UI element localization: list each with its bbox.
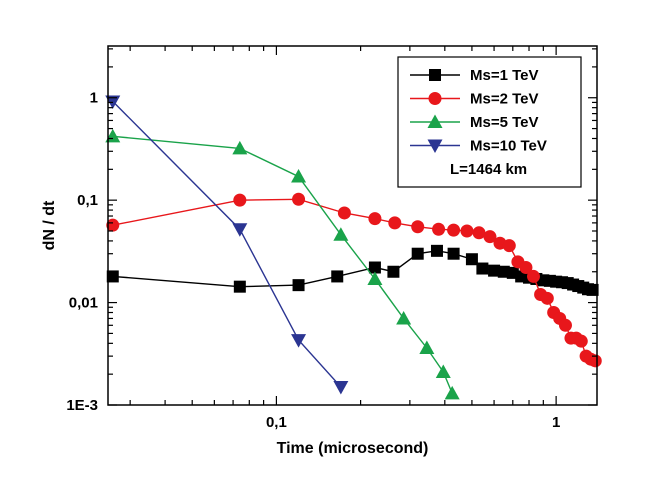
- series-2-point: [472, 226, 486, 240]
- y-tick-label: 0,01: [69, 295, 98, 312]
- series-1-point: [465, 253, 478, 266]
- legend-item-2: Ms=2 TeV: [410, 91, 539, 108]
- series-2-point: [337, 206, 351, 220]
- y-tick-label: 0,1: [77, 192, 98, 209]
- legend: Ms=1 TeV Ms=2 TeV Ms=5 TeV Ms=10 TeV L=1464 …: [397, 56, 582, 188]
- legend-label: Ms=10 TeV: [470, 138, 547, 155]
- series-4-point: [333, 380, 349, 395]
- series-2-point: [526, 269, 540, 283]
- series-1-point: [447, 247, 460, 260]
- y-tick-label: 1: [90, 90, 98, 107]
- x-tick-label: 0,1: [266, 414, 287, 431]
- series-4-line: [112, 100, 342, 388]
- series-3-point: [291, 169, 307, 183]
- series-2-point: [233, 193, 247, 207]
- series-3: [105, 128, 460, 400]
- legend-label: Ms=1 TeV: [470, 67, 539, 84]
- axes: 0,1 1 1E-3 0,01 0,1 1: [66, 46, 597, 431]
- y-axis-title: dN / dt: [41, 200, 58, 250]
- series-4-point: [291, 334, 307, 348]
- series-2-point: [447, 223, 461, 237]
- series-2: [106, 192, 602, 368]
- legend-swatch-marker: [427, 139, 443, 153]
- series-2-point: [483, 230, 497, 244]
- series-1-point: [292, 279, 305, 292]
- series-3-point: [444, 385, 460, 400]
- series-1-point: [106, 270, 119, 283]
- series-2-point: [502, 239, 516, 253]
- x-tick-label: 1: [552, 414, 560, 431]
- series-4: [105, 95, 349, 395]
- x-axis-title: Time (microsecond): [277, 440, 429, 457]
- legend-item-4: Ms=10 TeV: [410, 138, 547, 155]
- series-3-point: [367, 271, 383, 285]
- legend-swatch-marker: [429, 69, 441, 81]
- series-2-point: [106, 218, 120, 232]
- series-2-point: [368, 212, 382, 226]
- series-1-point: [233, 280, 246, 293]
- series-3-point: [333, 227, 349, 241]
- series-1-point: [368, 261, 381, 274]
- legend-label: Ms=5 TeV: [470, 114, 539, 131]
- legend-swatch-marker: [427, 114, 443, 128]
- legend-label: Ms=2 TeV: [470, 91, 539, 108]
- legend-swatch-marker: [428, 92, 442, 105]
- legend-note: L=1464 km: [450, 161, 527, 178]
- series-3-point: [435, 364, 451, 378]
- series-1-point: [387, 265, 400, 278]
- series-2-point: [388, 216, 402, 230]
- series-2-point: [292, 192, 306, 206]
- series-1-point: [497, 265, 510, 278]
- legend-item-1: Ms=1 TeV: [410, 67, 539, 84]
- y-tick-label: 1E-3: [66, 397, 98, 414]
- series-2-point: [588, 354, 602, 368]
- series-2-point: [540, 291, 554, 305]
- series-1-point: [411, 247, 424, 260]
- series-2-point: [460, 224, 474, 238]
- plot-frame: [107, 45, 598, 406]
- data-series-layer: [105, 95, 602, 400]
- series-3-point: [396, 310, 412, 325]
- series-3-point: [419, 340, 435, 355]
- series-2-point: [411, 220, 425, 234]
- series-1-point: [331, 270, 344, 283]
- series-2-point: [519, 261, 533, 275]
- series-1-point: [488, 264, 501, 277]
- series-2-point: [432, 222, 446, 236]
- series-2-point: [574, 334, 588, 348]
- series-1-point: [430, 244, 443, 257]
- series-1-point: [586, 283, 599, 296]
- series-3-point: [232, 140, 248, 155]
- series-4-point: [232, 223, 248, 237]
- legend-item-3: Ms=5 TeV: [410, 114, 539, 131]
- series-1-point: [476, 262, 489, 275]
- series-2-point: [558, 318, 572, 332]
